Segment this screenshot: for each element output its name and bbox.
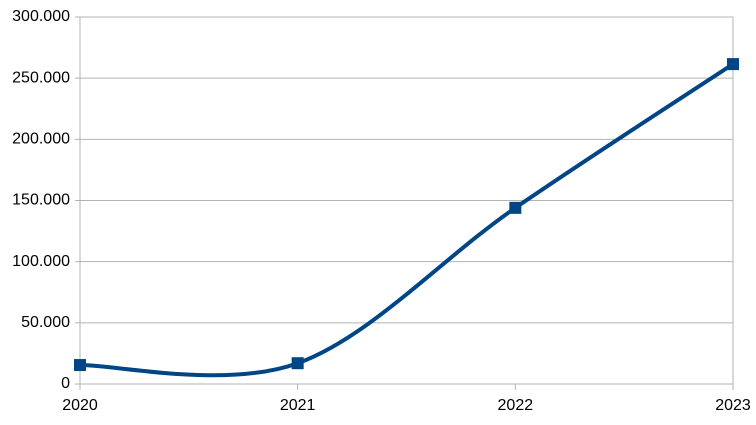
y-tick-label: 50.000 (21, 314, 70, 331)
y-tick-label: 150.000 (12, 192, 70, 209)
series-line (79, 62, 735, 378)
data-point (509, 201, 522, 214)
y-tick-label: 0 (61, 375, 70, 392)
y-tick-label: 100.000 (12, 253, 70, 270)
x-tick-label: 2023 (715, 397, 751, 414)
y-tick-label: 300.000 (12, 8, 70, 25)
data-point (291, 357, 304, 370)
y-tick-label: 250.000 (12, 69, 70, 86)
x-tick-label: 2020 (62, 397, 98, 414)
data-point (74, 359, 86, 372)
y-tick-label: 200.000 (12, 131, 70, 148)
x-tick-label: 2022 (498, 397, 534, 414)
x-tick-label: 2021 (280, 397, 316, 414)
data-point (727, 58, 739, 71)
